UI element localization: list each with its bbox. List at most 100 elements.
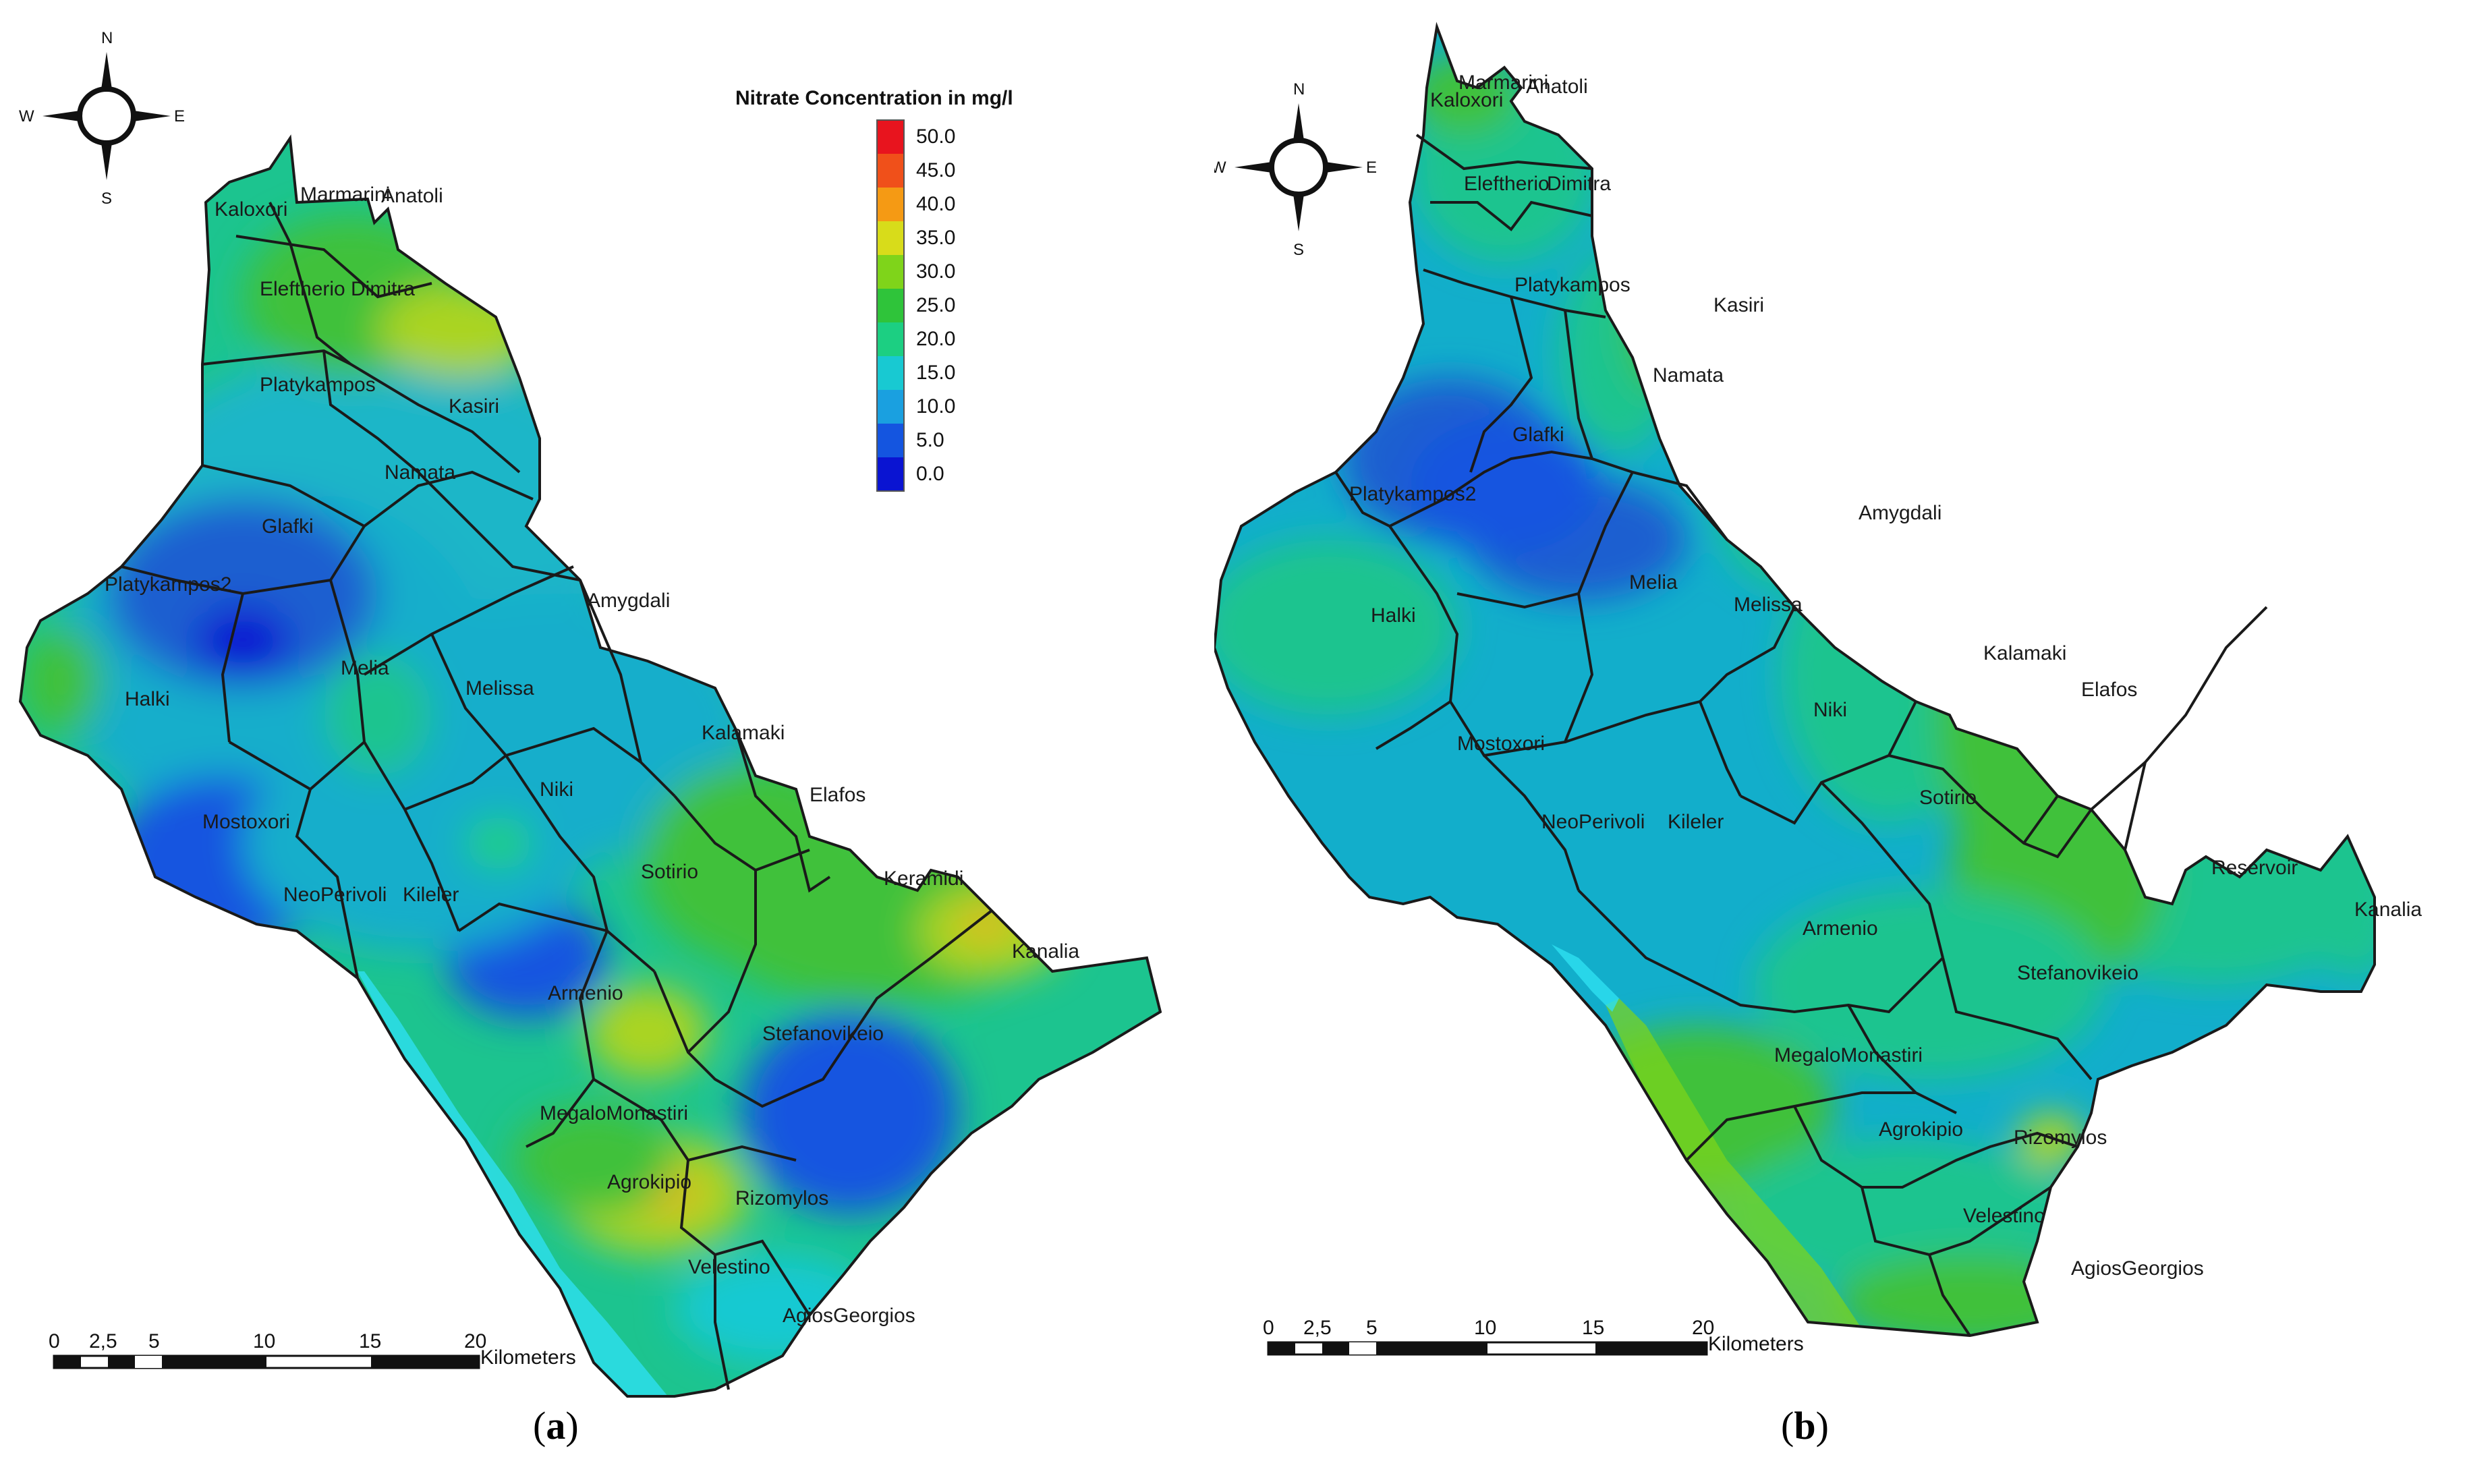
legend-label: 0.0 xyxy=(916,463,944,485)
legend-swatch xyxy=(877,289,904,322)
town-label: Platykampos xyxy=(1514,274,1631,296)
town-label: Keramidi xyxy=(884,867,963,890)
legend: Nitrate Concentration in mg/l 50.0 45.0 40… xyxy=(735,87,1013,492)
town-label: Dimitra xyxy=(1547,173,1611,195)
town-label: Namata xyxy=(1653,364,1724,387)
legend-swatch xyxy=(877,221,904,255)
town-label: Melissa xyxy=(1734,594,1803,616)
scale-bar-b: 0 2,5 5 10 15 20 Kilometers xyxy=(1263,1317,1804,1356)
town-label: Kanalia xyxy=(1012,940,1079,963)
map-panel-b: Kaloxori Marmarini Anatoli Eleftherio Di… xyxy=(1214,0,2467,1484)
town-label: Kalamaki xyxy=(1983,642,2066,664)
legend-title: Nitrate Concentration in mg/l xyxy=(735,87,1013,109)
legend-frame xyxy=(876,119,905,492)
town-label: Stefanovikeio xyxy=(2017,962,2138,984)
compass-rose-b: N S E W xyxy=(1214,80,1377,259)
town-labels-b: Kaloxori Marmarini Anatoli Eleftherio Di… xyxy=(1349,72,2422,1280)
scale-tick: 0 xyxy=(1263,1317,1274,1339)
town-label: AgiosGeorgios xyxy=(783,1305,915,1327)
town-label: Eleftherio xyxy=(1464,173,1550,195)
town-label: NeoPerivoli xyxy=(283,884,387,906)
town-label: Rizomylos xyxy=(2014,1126,2107,1149)
town-label: Armenio xyxy=(548,982,623,1004)
municipal-boundaries-b xyxy=(1214,22,2376,1338)
legend-scale: 50.0 45.0 40.0 35.0 30.0 25.0 20.0 15.0 10.0 5.0 0… xyxy=(876,119,955,492)
town-label: Kasiri xyxy=(1713,294,1764,316)
legend-label: 40.0 xyxy=(916,193,955,215)
compass-south: S xyxy=(1293,241,1304,259)
town-label: Niki xyxy=(1813,699,1847,721)
scale-unit: Kilometers xyxy=(480,1346,576,1369)
legend-label: 25.0 xyxy=(916,294,955,316)
concentration-surface-a xyxy=(20,138,1160,1396)
town-label: Kileler xyxy=(1668,811,1724,833)
town-label: Dimitra xyxy=(351,278,415,300)
town-label: Marmarini xyxy=(300,183,390,206)
town-label: MegaloMonastiri xyxy=(540,1102,688,1124)
legend-swatch xyxy=(877,188,904,221)
town-label: Anatoli xyxy=(1526,76,1588,98)
scale-tick: 10 xyxy=(1474,1317,1496,1339)
town-label: Melissa xyxy=(465,677,534,700)
compass-west: W xyxy=(19,107,34,125)
town-label: Sotirio xyxy=(641,861,698,883)
legend-label: 45.0 xyxy=(916,159,955,181)
town-label: Platykampos2 xyxy=(105,573,231,596)
scale-tick: 5 xyxy=(148,1330,160,1352)
town-label: Kanalia xyxy=(2354,898,2422,921)
town-label: Stefanovikeio xyxy=(762,1023,884,1045)
town-label: Mostoxori xyxy=(1457,733,1545,755)
town-label: Kaloxori xyxy=(215,198,287,221)
town-label: Velestino xyxy=(688,1256,770,1278)
compass-north: N xyxy=(101,29,113,47)
town-label: AgiosGeorgios xyxy=(2071,1257,2204,1280)
town-label: Kalamaki xyxy=(702,722,785,744)
town-label: Melia xyxy=(1629,571,1678,594)
town-label: Armenio xyxy=(1803,917,1878,940)
town-label: Eleftherio xyxy=(260,278,345,300)
town-label: Kasiri xyxy=(449,395,499,418)
town-label: Namata xyxy=(385,461,455,484)
municipal-boundaries-a xyxy=(18,134,1162,1398)
scale-tick: 15 xyxy=(359,1330,381,1352)
panel-caption-b: (b) xyxy=(1781,1404,1829,1448)
town-label: MegaloMonastiri xyxy=(1774,1044,1923,1066)
town-label: Amygdali xyxy=(587,590,670,612)
town-labels-a: Kaloxori Marmarini Anatoli Eleftherio Di… xyxy=(105,183,1079,1327)
town-label: Agrokipio xyxy=(1879,1118,1963,1141)
legend-swatch xyxy=(877,457,904,491)
compass-east: E xyxy=(174,107,185,125)
town-label: Glafki xyxy=(1512,424,1564,446)
town-label: Platykampos xyxy=(260,374,376,396)
town-label: Glafki xyxy=(262,515,314,538)
town-label: Elafos xyxy=(2081,679,2137,701)
legend-label: 20.0 xyxy=(916,328,955,350)
legend-label: 10.0 xyxy=(916,395,955,418)
scale-bar-a: 0 2,5 5 10 15 20 Kilometers xyxy=(49,1330,576,1369)
town-label: Sotirio xyxy=(1919,787,1977,809)
legend-swatch xyxy=(877,255,904,289)
legend-label: 15.0 xyxy=(916,362,955,384)
town-label: Amygdali xyxy=(1859,502,1941,524)
legend-swatch xyxy=(877,424,904,457)
compass-rose-a: N S E W xyxy=(19,29,185,208)
scale-tick: 20 xyxy=(1692,1317,1714,1339)
legend-swatch xyxy=(877,120,904,154)
scale-tick: 0 xyxy=(49,1330,60,1352)
scale-tick: 15 xyxy=(1582,1317,1604,1339)
town-label: Niki xyxy=(540,778,573,801)
town-label: Kileler xyxy=(403,884,459,906)
town-label: Halki xyxy=(125,688,170,710)
map-panel-a: Kaloxori Marmarini Anatoli Eleftherio Di… xyxy=(0,0,1214,1484)
scale-tick: 2,5 xyxy=(1303,1317,1332,1339)
scale-tick: 2,5 xyxy=(89,1330,117,1352)
legend-label: 5.0 xyxy=(916,429,944,451)
legend-label: 35.0 xyxy=(916,227,955,249)
town-label: Platykampos2 xyxy=(1349,483,1476,505)
nitrate-map-a: Kaloxori Marmarini Anatoli Eleftherio Di… xyxy=(18,29,1162,1398)
town-label: Agrokipio xyxy=(607,1171,691,1193)
legend-swatch xyxy=(877,356,904,390)
panel-caption-a: (a) xyxy=(533,1404,579,1448)
town-label: Kaloxori xyxy=(1430,89,1503,111)
legend-swatch xyxy=(877,154,904,188)
